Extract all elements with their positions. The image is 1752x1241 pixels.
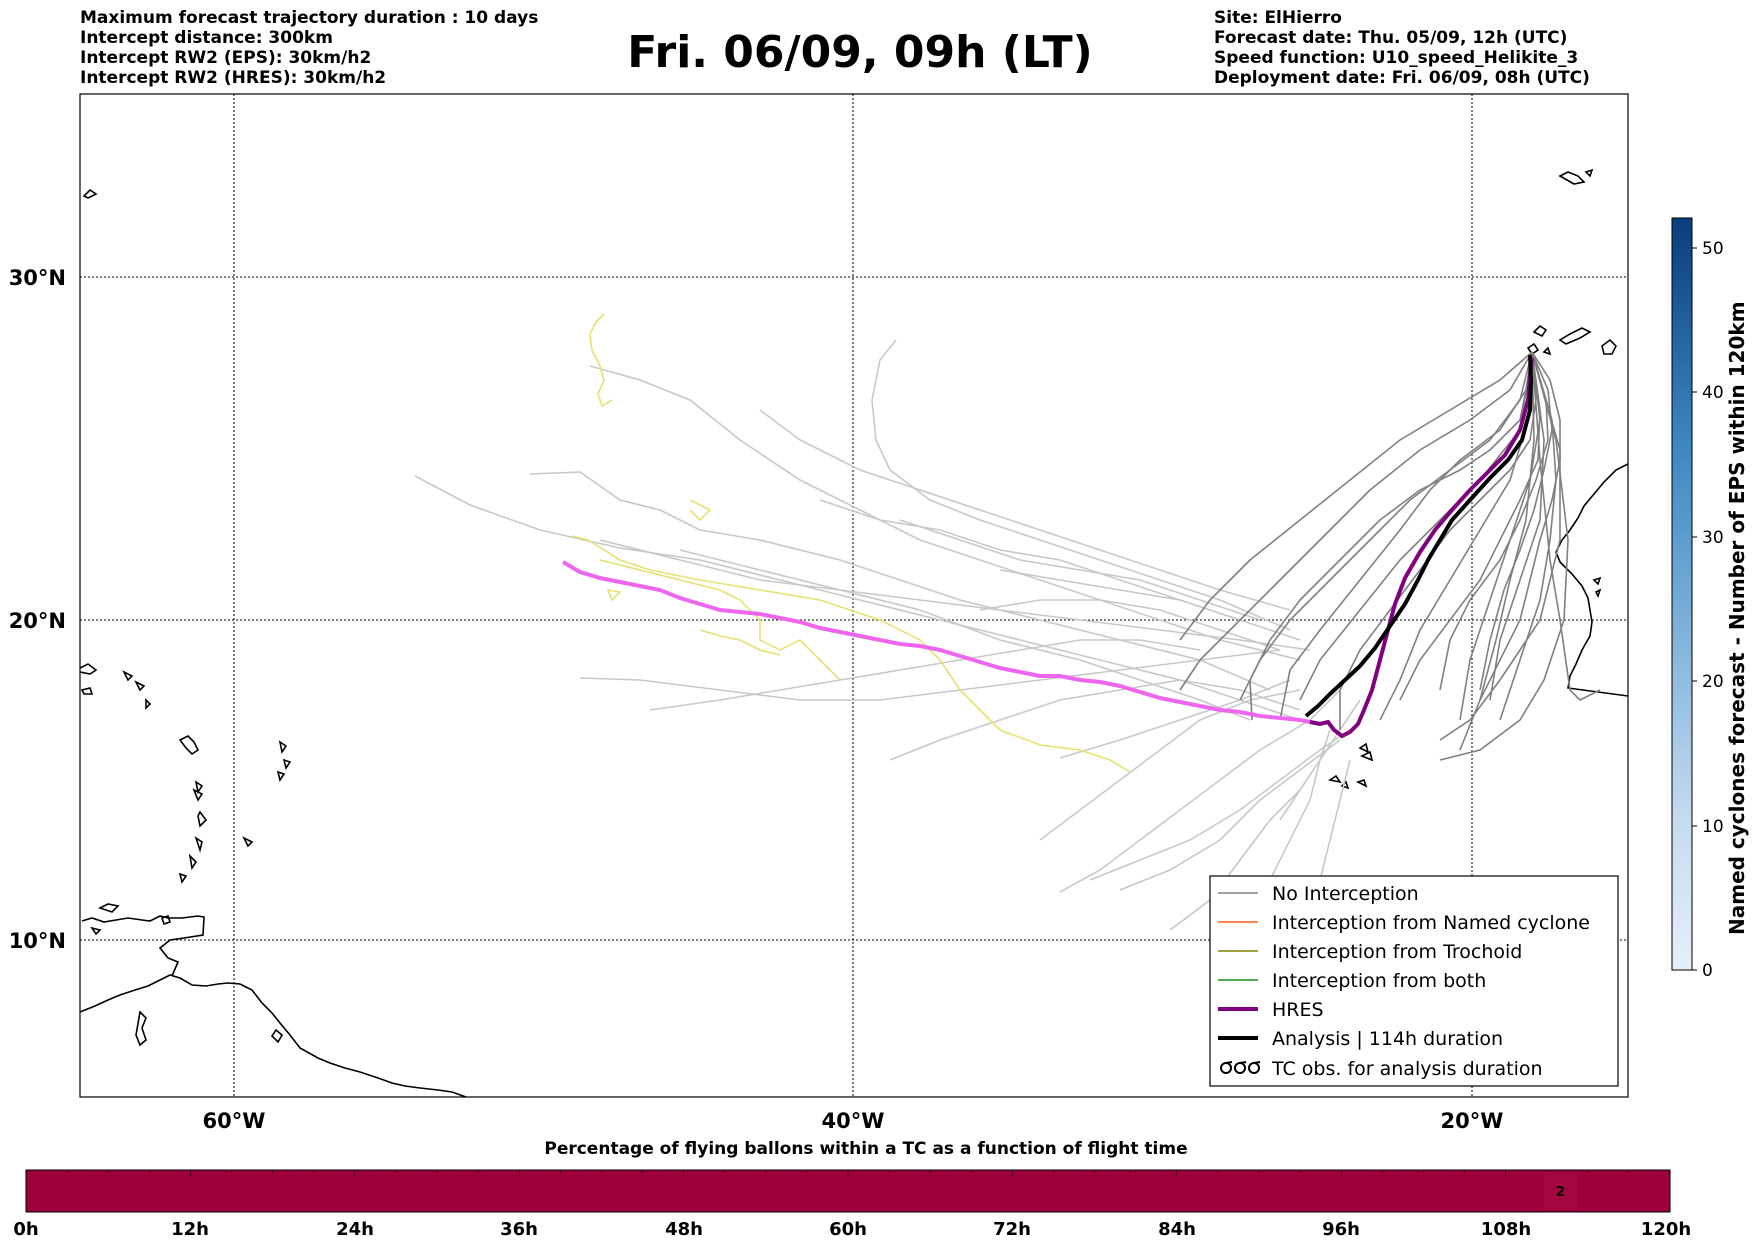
timeline-tick-48h: 48h	[665, 1219, 703, 1240]
legend-label-trochoid: Interception from Trochoid	[1272, 941, 1522, 963]
deployment-date-text: Deployment date: Fri. 06/09, 08h (UTC)	[1214, 68, 1590, 88]
site-info-block: Site: ElHierro Forecast date: Thu. 05/09…	[1214, 8, 1590, 88]
legend-label-no-interception: No Interception	[1272, 883, 1419, 905]
timeline-tick-72h: 72h	[993, 1219, 1031, 1240]
lon-label-20w: 20°W	[1441, 1109, 1504, 1133]
axis-labels: 30°N 20°N 10°N 60°W 40°W 20°W	[9, 266, 1504, 1133]
legend-label-hres: HRES	[1272, 999, 1324, 1021]
legend-label-named-cyclone: Interception from Named cyclone	[1272, 912, 1590, 934]
timeline-annotation: 2	[1556, 1185, 1565, 1200]
hres-forecast-track	[561, 560, 1321, 726]
timeline-tick-96h: 96h	[1322, 1219, 1360, 1240]
yellow-ensemble-tracks	[571, 313, 1131, 773]
analysis-track	[1304, 354, 1534, 718]
gridlines	[80, 94, 1628, 1097]
timeline-tick-labels: 0h 12h 24h 36h 48h 60h 72h 84h 96h 108h …	[13, 1219, 1691, 1240]
site-text: Site: ElHierro	[1214, 8, 1342, 28]
timeline-tick-36h: 36h	[500, 1219, 538, 1240]
timeline-bar	[25, 1169, 1671, 1213]
legend-label-both: Interception from both	[1272, 970, 1486, 992]
colorbar-label: Named cyclones forecast - Number of EPS …	[1725, 301, 1749, 935]
timeline-tick-84h: 84h	[1158, 1219, 1196, 1240]
map-frame	[79, 93, 1629, 1098]
lat-label-20n: 20°N	[9, 609, 66, 633]
colorbar-tick-20: 20	[1702, 672, 1724, 692]
page-title: Fri. 06/09, 09h (LT)	[627, 27, 1093, 78]
max-duration-text: Maximum forecast trajectory duration : 1…	[80, 8, 539, 28]
lat-label-10n: 10°N	[9, 929, 66, 953]
no-interception-tracks	[1179, 351, 1601, 761]
timeline-title: Percentage of flying ballons within a TC…	[544, 1139, 1187, 1159]
timeline-highlight-cell	[1543, 1172, 1578, 1210]
map-legend: No Interception Interception from Named …	[1209, 875, 1619, 1087]
colorbar-tick-10: 10	[1702, 817, 1724, 837]
intercept-hres-text: Intercept RW2 (HRES): 30km/h2	[80, 68, 387, 88]
timeline-tick-0h: 0h	[13, 1219, 38, 1240]
colorbar-tick-30: 30	[1702, 528, 1724, 548]
colorbar-tick-0: 0	[1702, 961, 1713, 981]
far-ensemble-tracks	[414, 339, 1361, 931]
timeline-tick-12h: 12h	[171, 1219, 209, 1240]
timeline: Percentage of flying ballons within a TC…	[13, 1139, 1691, 1240]
tc-symbol-icon	[1220, 1061, 1261, 1074]
colorbar-tick-40: 40	[1702, 383, 1724, 403]
speed-function-text: Speed function: U10_speed_Helikite_3	[1214, 48, 1579, 68]
intercept-distance-text: Intercept distance: 300km	[80, 28, 333, 48]
colorbar-ticks: 0 10 20 30 40 50	[1692, 239, 1724, 981]
run-info-block: Maximum forecast trajectory duration : 1…	[80, 8, 538, 88]
timeline-tick-60h: 60h	[829, 1219, 867, 1240]
timeline-tick-120h: 120h	[1641, 1219, 1691, 1240]
timeline-tick-24h: 24h	[336, 1219, 374, 1240]
coastline	[80, 168, 1628, 1097]
lon-label-60w: 60°W	[203, 1109, 266, 1133]
lon-label-40w: 40°W	[822, 1109, 885, 1133]
timeline-gridticks	[25, 1170, 1671, 1176]
colorbar: 0 10 20 30 40 50 Named cyclones forecast…	[1671, 217, 1749, 981]
intercept-eps-text: Intercept RW2 (EPS): 30km/h2	[80, 48, 372, 68]
forecast-date-text: Forecast date: Thu. 05/09, 12h (UTC)	[1214, 28, 1568, 48]
legend-label-analysis: Analysis | 114h duration	[1272, 1028, 1503, 1050]
colorbar-tick-50: 50	[1702, 239, 1724, 259]
hres-track	[1309, 357, 1534, 739]
legend-label-tc-obs: TC obs. for analysis duration	[1271, 1058, 1543, 1080]
colorbar-gradient	[1671, 217, 1693, 971]
timeline-tick-108h: 108h	[1481, 1219, 1531, 1240]
lat-label-30n: 30°N	[9, 266, 66, 290]
